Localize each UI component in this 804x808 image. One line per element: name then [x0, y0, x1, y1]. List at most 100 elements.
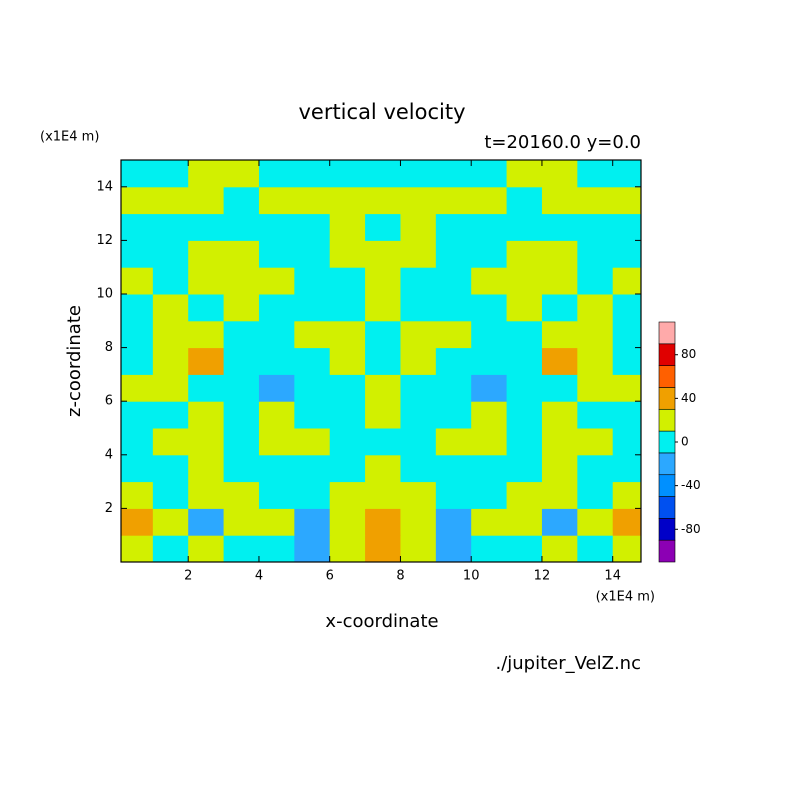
contour-cell — [506, 454, 543, 483]
contour-cell — [152, 240, 189, 268]
contour-cell — [223, 186, 260, 215]
contour-cell — [294, 374, 331, 402]
colorbar-box — [658, 321, 676, 345]
contour-cell — [471, 454, 508, 483]
contour-cell — [223, 294, 260, 322]
contour-cell — [258, 240, 295, 268]
contour-cell — [188, 454, 225, 483]
contour-cell — [152, 186, 189, 215]
contour-cell — [188, 294, 225, 322]
contour-cell — [541, 428, 578, 456]
contour-cell — [188, 347, 225, 375]
y-tick-label: 12 — [96, 233, 113, 248]
contour-cell — [121, 186, 154, 215]
contour-cell — [329, 454, 366, 483]
contour-cell — [612, 186, 641, 215]
contour-cell — [612, 401, 641, 429]
contour-cell — [294, 508, 331, 536]
y-tick-label: 14 — [96, 179, 113, 194]
contour-cell — [577, 320, 614, 349]
contour-cell — [152, 267, 189, 295]
x-axis-label: x-coordinate — [325, 611, 438, 632]
contour-cell — [400, 213, 437, 241]
contour-cell — [188, 213, 225, 241]
contour-cell — [400, 428, 437, 456]
contour-cell — [506, 347, 543, 375]
contour-cell — [435, 213, 472, 241]
contour-cell — [152, 160, 189, 188]
contour-cell — [329, 240, 366, 268]
contour-cell — [541, 481, 578, 509]
contour-cell — [506, 401, 543, 429]
contour-cell — [188, 401, 225, 429]
contour-cell — [400, 320, 437, 349]
contour-cell — [471, 535, 508, 562]
contour-cell — [121, 401, 154, 429]
contour-cell — [258, 267, 295, 295]
contour-cell — [152, 481, 189, 509]
contour-cell — [188, 508, 225, 536]
colorbar-box — [658, 408, 676, 432]
contour-cell — [258, 535, 295, 562]
contour-cell — [365, 374, 401, 402]
contour-cell — [223, 374, 260, 402]
contour-cell — [435, 160, 472, 188]
contour-cell — [329, 347, 366, 375]
contour-cell — [506, 294, 543, 322]
y-unit: (x1E4 m) — [40, 130, 99, 145]
contour-cell — [152, 374, 189, 402]
contour-cell — [188, 240, 225, 268]
contour-field — [121, 160, 641, 562]
contour-cell — [612, 508, 641, 536]
contour-cell — [121, 347, 154, 375]
contour-cell — [577, 213, 614, 241]
contour-cell — [471, 347, 508, 375]
contour-cell — [541, 213, 578, 241]
contour-cell — [329, 374, 366, 402]
contour-cell — [152, 508, 189, 536]
contour-cell — [471, 160, 508, 188]
contour-cell — [365, 267, 401, 295]
contour-cell — [258, 428, 295, 456]
contour-cell — [365, 294, 401, 322]
contour-cell — [365, 320, 401, 349]
contour-cell — [400, 267, 437, 295]
contour-cell — [258, 347, 295, 375]
contour-cell — [400, 454, 437, 483]
contour-cell — [188, 481, 225, 509]
contour-cell — [541, 454, 578, 483]
contour-cell — [329, 428, 366, 456]
colorbar-tick-label: 0 — [681, 435, 689, 449]
contour-cell — [121, 481, 154, 509]
contour-cell — [612, 454, 641, 483]
contour-cell — [541, 320, 578, 349]
y-tick-label: 6 — [105, 394, 113, 409]
contour-cell — [612, 535, 641, 562]
colorbar-box — [658, 365, 676, 388]
contour-cell — [121, 213, 154, 241]
y-tick-label: 8 — [105, 340, 113, 355]
contour-cell — [258, 508, 295, 536]
contour-cell — [577, 481, 614, 509]
contour-cell — [612, 320, 641, 349]
contour-cell — [577, 401, 614, 429]
contour-cell — [365, 481, 401, 509]
contour-cell — [541, 508, 578, 536]
contour-cell — [435, 240, 472, 268]
contour-cell — [188, 320, 225, 349]
contour-cell — [471, 320, 508, 349]
contour-cell — [541, 186, 578, 215]
contour-cell — [329, 320, 366, 349]
contour-cell — [506, 374, 543, 402]
contour-cell — [188, 186, 225, 215]
contour-cell — [188, 374, 225, 402]
contour-cell — [541, 347, 578, 375]
contour-cell — [365, 240, 401, 268]
contour-cell — [400, 508, 437, 536]
contour-cell — [294, 535, 331, 562]
contour-cell — [329, 535, 366, 562]
y-tick-label: 10 — [96, 287, 113, 302]
contour-cell — [435, 374, 472, 402]
contour-cell — [471, 213, 508, 241]
